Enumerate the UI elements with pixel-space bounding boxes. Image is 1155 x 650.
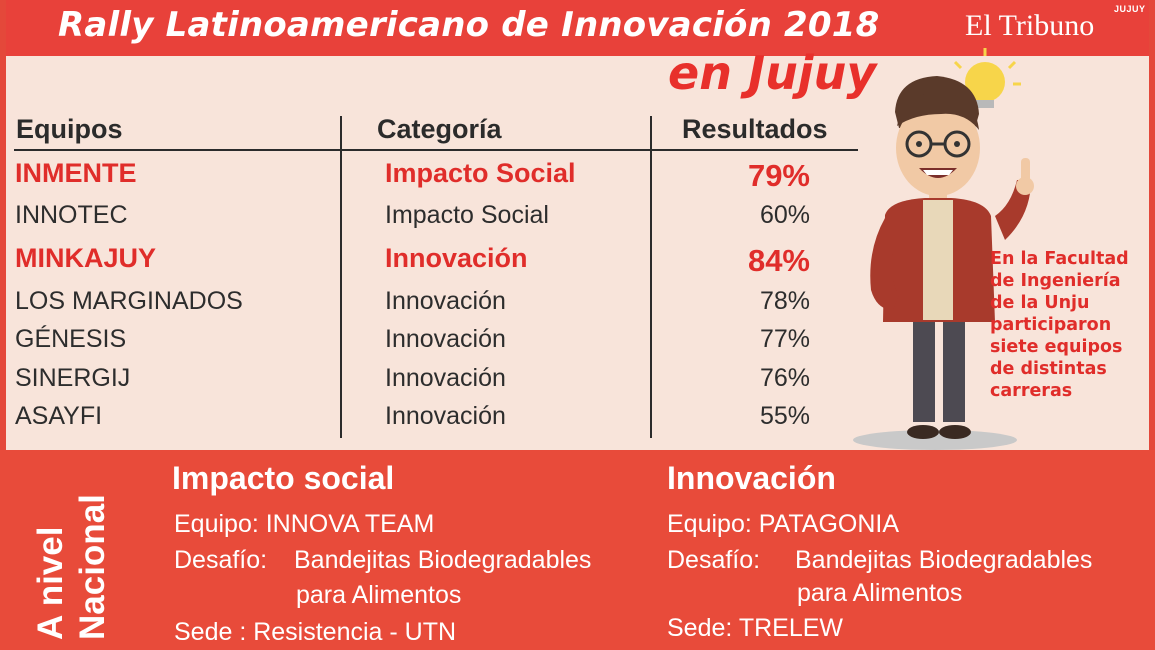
impacto-title: Impacto social: [172, 460, 395, 496]
national-label-line: A nivel: [31, 526, 70, 640]
logo-region-label: JUJUY: [1114, 4, 1146, 14]
team-category: Impacto Social: [385, 201, 549, 229]
team-result: 84%: [747, 243, 810, 278]
left-border: [0, 0, 6, 650]
note-line: En la Facultad: [990, 249, 1129, 269]
team-result: 55%: [759, 402, 810, 430]
team-result: 76%: [759, 364, 810, 392]
page-subtitle: en Jujuy: [668, 46, 877, 100]
team-result: 77%: [759, 325, 810, 353]
header-divider: [14, 149, 858, 151]
note-line: de Ingeniería: [990, 271, 1121, 291]
team-category: Innovación: [385, 364, 506, 392]
team-name: LOS MARGINADOS: [15, 287, 243, 315]
impacto-desafio-label: Desafío:: [174, 546, 268, 574]
team-category: Innovación: [385, 243, 528, 273]
cartoon-student-illustration: [853, 48, 1034, 450]
team-category: Innovación: [385, 402, 506, 430]
impacto-desafio-text: Bandejitas Biodegradables: [294, 546, 592, 574]
column-divider: [340, 116, 342, 438]
team-name: ASAYFI: [15, 402, 103, 430]
note-line: de distintas: [990, 359, 1107, 379]
innovacion-desafio-text: Bandejitas Biodegradables: [795, 546, 1093, 574]
team-name: INMENTE: [15, 158, 137, 188]
right-border: [1149, 0, 1155, 650]
header-bar: Rally Latinoamericano de Innovación 2018…: [0, 0, 1155, 56]
column-divider: [650, 116, 652, 438]
national-label: A nivel Nacional: [30, 440, 114, 640]
team-name: SINERGIJ: [15, 364, 131, 392]
innovacion-equipo: Equipo: PATAGONIA: [667, 510, 900, 538]
impacto-sede: Sede : Resistencia - UTN: [174, 618, 457, 646]
innovacion-desafio-label: Desafío:: [667, 546, 761, 574]
impacto-desafio-text-2: para Alimentos: [296, 581, 462, 609]
note-line: participaron: [990, 315, 1112, 335]
team-category: Innovación: [385, 325, 506, 353]
innovacion-desafio-text-2: para Alimentos: [797, 579, 963, 607]
newspaper-logo: El Tribuno: [965, 9, 1095, 42]
column-header-equipos: Equipos: [16, 114, 123, 144]
national-section: [0, 450, 1155, 650]
column-header-resultados: Resultados: [682, 114, 828, 144]
facultad-note: En la Facultad de Ingeniería de la Unju …: [990, 248, 1142, 402]
note-line: de la Unju: [990, 293, 1090, 313]
column-header-categoria: Categoría: [377, 114, 502, 144]
note-line: carreras: [990, 381, 1073, 401]
innovacion-sede: Sede: TRELEW: [667, 614, 844, 642]
team-name: MINKAJUY: [15, 243, 157, 273]
team-name: INNOTEC: [15, 201, 128, 229]
team-result: 78%: [759, 287, 810, 315]
team-result: 60%: [759, 201, 810, 229]
national-label-line: Nacional: [73, 494, 112, 640]
team-result: 79%: [747, 158, 810, 193]
page-title: Rally Latinoamericano de Innovación 2018: [58, 5, 880, 45]
team-name: GÉNESIS: [15, 325, 127, 353]
innovacion-title: Innovación: [667, 460, 836, 496]
note-line: siete equipos: [990, 337, 1123, 357]
team-category: Impacto Social: [385, 158, 576, 188]
team-category: Innovación: [385, 287, 506, 315]
impacto-equipo: Equipo: INNOVA TEAM: [174, 510, 435, 538]
